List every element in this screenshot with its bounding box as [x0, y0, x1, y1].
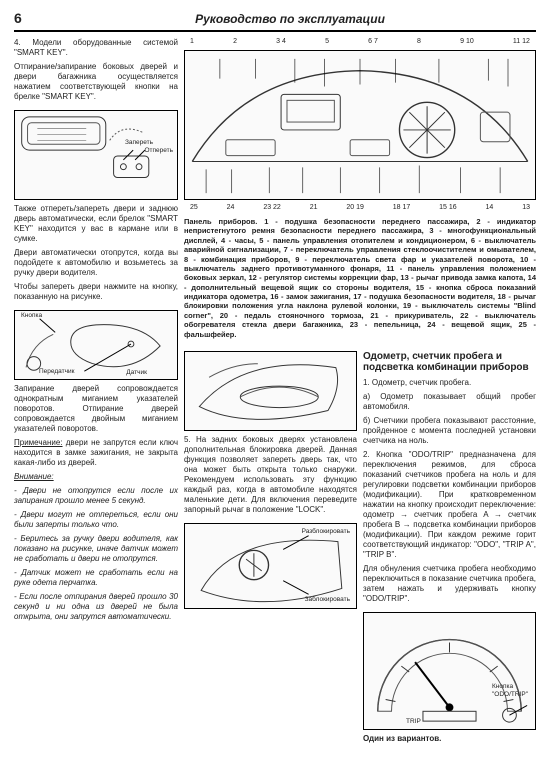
callout: 1 — [190, 38, 194, 47]
callout: 5 — [325, 38, 329, 47]
label-sensor: Датчик — [126, 369, 147, 377]
dashboard-caption: Панель приборов. 1 - подушка безопасност… — [184, 217, 536, 339]
attention-item: - Беритесь за ручку двери водителя, как … — [14, 534, 178, 564]
callout: 13 — [522, 204, 530, 213]
section-title: Одометр, счетчик пробега и подсветка ком… — [363, 351, 536, 374]
callout: 3 4 — [276, 38, 286, 47]
callout: 15 16 — [439, 204, 457, 213]
callout: 9 10 — [460, 38, 474, 47]
figure-dashboard — [184, 50, 536, 200]
para: Примечание: двери не запрутся если ключ … — [14, 438, 178, 468]
attention-item: - Если после отпирания дверей прошло 30 … — [14, 592, 178, 622]
figure-odometer: TRIP Кнопка "ODO/TRIP" — [363, 612, 536, 730]
callout: 6 7 — [368, 38, 378, 47]
para: 2. Кнопка "ODO/TRIP" предназначена для п… — [363, 450, 536, 560]
label-unlock: Разблокировать — [302, 528, 350, 536]
figure-door-sensor: Кнопка Передатчик Датчик — [14, 310, 178, 380]
callout: 24 — [227, 204, 235, 213]
para: 5. На задних боковых дверях установлена … — [184, 435, 357, 515]
para: Чтобы запереть двери нажмите на кнопку, … — [14, 282, 178, 302]
callout: 11 12 — [513, 38, 530, 47]
para: Двери автоматически отопрутся, когда вы … — [14, 248, 178, 278]
callout: 23 22 — [263, 204, 281, 213]
right-column: Одометр, счетчик пробега и подсветка ком… — [363, 347, 536, 748]
para: а) Одометр показывает общий пробег автом… — [363, 392, 536, 412]
dash-top-callouts: 1 2 3 4 5 6 7 8 9 10 11 12 — [184, 38, 536, 47]
attention-item: - Двери не отопрутся если после их запир… — [14, 486, 178, 506]
label-tx: Передатчик — [39, 368, 74, 376]
label-trip: TRIP — [406, 718, 421, 726]
callout: 18 17 — [393, 204, 411, 213]
callout: 25 — [190, 204, 198, 213]
para: Запирание дверей сопровождается однократ… — [14, 384, 178, 434]
label-lock: Заблокировать — [305, 596, 350, 604]
attention-item: - Двери могут не отпереться, если они бы… — [14, 510, 178, 530]
page-number: 6 — [14, 10, 44, 28]
note-prefix: Примечание: — [14, 438, 63, 447]
left-column: 4. Модели оборудованные системой "SMART … — [14, 38, 178, 748]
attention-heading: Внимание: — [14, 472, 178, 482]
para: Отпирание/запирание боковых дверей и две… — [14, 62, 178, 102]
attention-item: - Датчик может не сработать если на руке… — [14, 568, 178, 588]
label-unlock: Отпереть — [144, 147, 173, 155]
para: 4. Модели оборудованные системой "SMART … — [14, 38, 178, 58]
callout: 2 — [233, 38, 237, 47]
label-odo-btn: Кнопка "ODO/TRIP" — [492, 683, 532, 699]
figure-caption: Один из вариантов. — [363, 734, 536, 744]
label-button: Кнопка — [21, 312, 42, 320]
middle-column: 5. На задних боковых дверях установлена … — [184, 347, 357, 748]
para: Также отпереть/запереть двери и заднюю д… — [14, 204, 178, 244]
dash-bottom-callouts: 25 24 23 22 21 20 19 18 17 15 16 14 13 — [184, 204, 536, 213]
callout: 21 — [310, 204, 318, 213]
figure-child-lock: Разблокировать Заблокировать — [184, 523, 357, 609]
para: б) Счетчики пробега показывают расстояни… — [363, 416, 536, 446]
page-header: 6 Руководство по эксплуатации — [14, 10, 536, 32]
callout: 8 — [417, 38, 421, 47]
figure-smartkey-remote: Запереть Отпереть — [14, 110, 178, 200]
para: 1. Одометр, счетчик пробега. — [363, 378, 536, 388]
para: Для обнуления счетчика пробега необходим… — [363, 564, 536, 604]
callout: 14 — [486, 204, 494, 213]
label-lock: Запереть — [125, 139, 153, 147]
header-title: Руководство по эксплуатации — [44, 12, 536, 27]
figure-door-handle — [184, 351, 357, 431]
callout: 20 19 — [346, 204, 364, 213]
